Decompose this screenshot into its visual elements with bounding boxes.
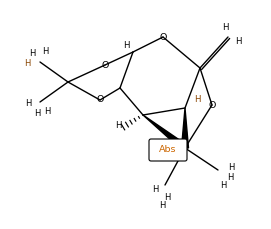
Polygon shape (143, 115, 187, 151)
Text: H: H (228, 163, 234, 172)
FancyBboxPatch shape (149, 139, 187, 161)
Text: Abs: Abs (159, 145, 177, 155)
Text: H: H (235, 36, 241, 46)
Text: H: H (164, 193, 170, 202)
Text: H: H (123, 41, 129, 49)
Text: H: H (194, 95, 200, 104)
Text: H: H (34, 109, 40, 117)
Text: O: O (96, 95, 104, 104)
Text: H: H (44, 107, 50, 117)
Text: O: O (208, 101, 216, 109)
Text: H: H (24, 58, 30, 68)
Text: O: O (101, 60, 109, 69)
Text: H: H (25, 98, 31, 107)
Text: H: H (42, 47, 48, 57)
Text: H: H (152, 185, 158, 194)
Text: H: H (222, 24, 228, 33)
Text: H: H (220, 182, 226, 191)
Text: O: O (159, 33, 167, 41)
Polygon shape (182, 108, 189, 148)
Text: H: H (29, 49, 35, 58)
Text: H: H (159, 201, 165, 210)
Text: H: H (115, 120, 121, 130)
Text: H: H (227, 174, 233, 183)
